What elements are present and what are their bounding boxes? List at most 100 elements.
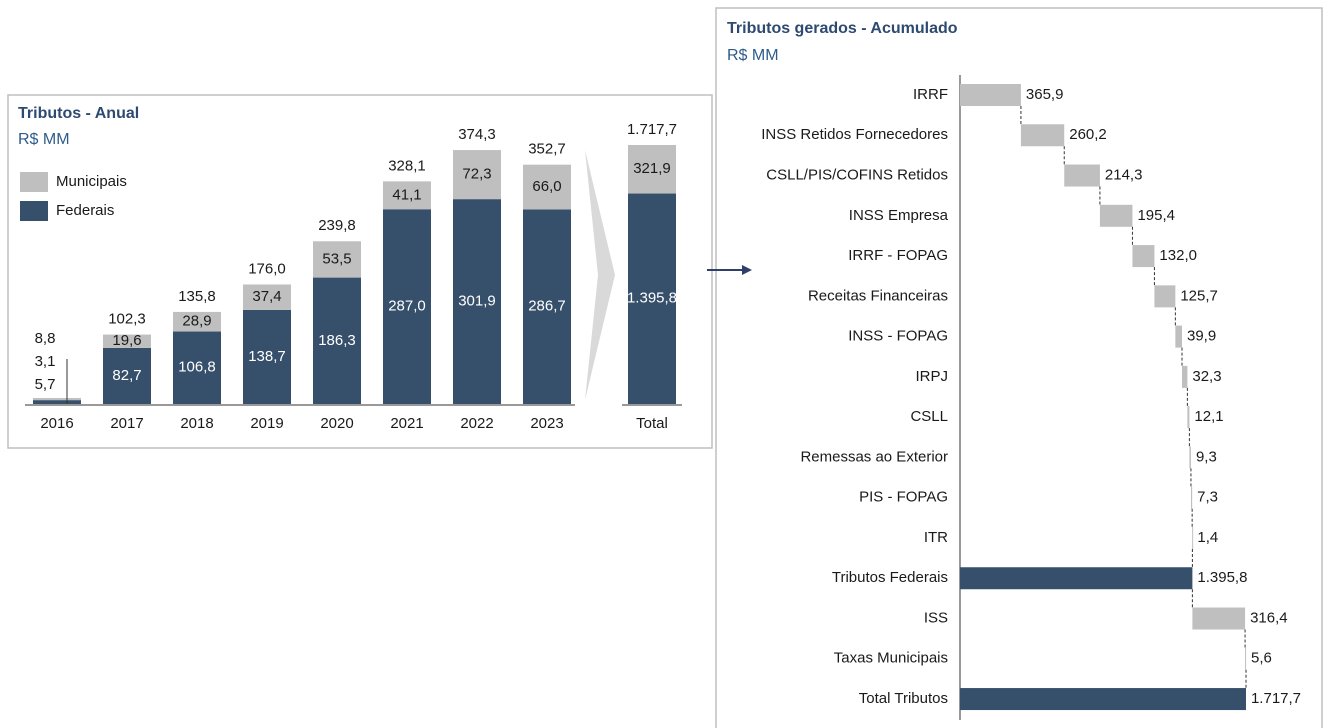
value-label: 195,4 xyxy=(1137,207,1175,224)
bar-segment xyxy=(628,145,676,194)
value-label: 286,7 xyxy=(528,298,566,315)
category-label: ITR xyxy=(924,529,948,546)
value-label: 321,9 xyxy=(633,160,671,177)
bar-segment xyxy=(33,400,81,404)
bar-segment xyxy=(313,241,361,278)
bar-segment xyxy=(453,199,501,404)
value-label: 365,9 xyxy=(1026,86,1064,103)
category-label: IRPJ xyxy=(915,368,948,385)
value-label: 5,7 xyxy=(35,376,56,393)
value-label: 12,1 xyxy=(1194,408,1223,425)
total-label: 135,8 xyxy=(178,288,216,305)
value-label: 1.395,8 xyxy=(1197,569,1247,586)
x-tick-label: Total xyxy=(636,415,668,432)
value-label: 19,6 xyxy=(112,332,141,349)
bar xyxy=(1187,406,1190,429)
x-tick-label: 2021 xyxy=(390,415,423,432)
x-tick-label: 2019 xyxy=(250,415,283,432)
value-label: 1,4 xyxy=(1197,529,1218,546)
legend-label: Municipais xyxy=(56,173,127,190)
bar-segment xyxy=(173,311,221,332)
value-label: 32,3 xyxy=(1192,368,1221,385)
chevron xyxy=(585,150,615,400)
bar xyxy=(1175,325,1183,348)
bar-segment xyxy=(628,193,676,404)
category-label: IRRF xyxy=(913,86,948,103)
x-tick-label: 2017 xyxy=(110,415,143,432)
category-label: PIS - FOPAG xyxy=(859,489,948,506)
total-label: 176,0 xyxy=(248,260,286,277)
legend-label: Federais xyxy=(56,202,114,219)
value-label: 1.717,7 xyxy=(1251,690,1301,707)
total-label: 8,8 xyxy=(35,330,56,347)
bar-segment xyxy=(383,181,431,210)
total-label: 102,3 xyxy=(108,311,146,328)
total-label: 374,3 xyxy=(458,126,496,143)
value-label: 138,7 xyxy=(248,348,286,365)
category-label: CSLL xyxy=(910,408,948,425)
value-label: 125,7 xyxy=(1180,287,1218,304)
bar-segment xyxy=(33,398,81,401)
title: Tributos - Anual xyxy=(18,105,139,122)
value-label: 72,3 xyxy=(462,166,491,183)
bar xyxy=(1132,245,1155,268)
value-label: 260,2 xyxy=(1069,126,1107,143)
bar xyxy=(1064,164,1100,187)
category-label: IRRF - FOPAG xyxy=(848,247,948,264)
legend-swatch xyxy=(20,172,48,192)
value-label: 37,4 xyxy=(252,288,281,305)
category-label: INSS Retidos Fornecedores xyxy=(761,126,948,143)
total-label: 1.717,7 xyxy=(627,121,677,138)
bar-segment xyxy=(173,331,221,404)
category-label: Total Tributos xyxy=(859,690,948,707)
bar xyxy=(960,688,1246,711)
total-label: 239,8 xyxy=(318,217,356,234)
arrow-head xyxy=(742,265,752,275)
category-label: INSS - FOPAG xyxy=(848,328,948,345)
title: Tributos gerados - Acumulado xyxy=(727,20,958,37)
subtitle: R$ MM xyxy=(18,131,70,148)
bar-segment xyxy=(383,209,431,404)
bar-segment xyxy=(453,150,501,200)
category-label: Taxas Municipais xyxy=(834,650,948,667)
value-label: 41,1 xyxy=(392,186,421,203)
x-tick-label: 2022 xyxy=(460,415,493,432)
value-label: 39,9 xyxy=(1187,328,1216,345)
value-label: 106,8 xyxy=(178,359,216,376)
value-label: 132,0 xyxy=(1159,247,1197,264)
bar xyxy=(1190,486,1193,509)
bar-segment xyxy=(243,309,291,404)
bar-segment xyxy=(523,209,571,404)
value-label: 82,7 xyxy=(112,367,141,384)
value-label: 186,3 xyxy=(318,332,356,349)
value-label: 53,5 xyxy=(322,250,351,267)
bar xyxy=(1245,647,1247,670)
category-label: CSLL/PIS/COFINS Retidos xyxy=(766,167,948,184)
value-label: 3,1 xyxy=(35,353,56,370)
x-tick-label: 2020 xyxy=(320,415,353,432)
value-label: 9,3 xyxy=(1196,448,1217,465)
bar-segment xyxy=(243,284,291,310)
value-label: 5,6 xyxy=(1251,650,1272,667)
bar xyxy=(1189,446,1191,469)
bar-segment xyxy=(313,277,361,404)
bar xyxy=(960,84,1021,106)
value-label: 287,0 xyxy=(388,298,426,315)
bar xyxy=(1020,124,1065,147)
value-label: 301,9 xyxy=(458,293,496,310)
value-label: 66,0 xyxy=(532,178,561,195)
value-label: 1.395,8 xyxy=(627,290,677,307)
bar xyxy=(1099,204,1133,227)
category-label: Tributos Federais xyxy=(832,569,948,586)
bar xyxy=(1192,526,1194,549)
x-tick-label: 2023 xyxy=(530,415,563,432)
total-label: 328,1 xyxy=(388,157,426,174)
bar-segment xyxy=(103,334,151,348)
x-tick-label: 2016 xyxy=(40,415,73,432)
subtitle: R$ MM xyxy=(727,47,779,64)
category-label: INSS Empresa xyxy=(849,207,949,224)
bar xyxy=(1154,285,1176,308)
bar xyxy=(1192,607,1246,630)
